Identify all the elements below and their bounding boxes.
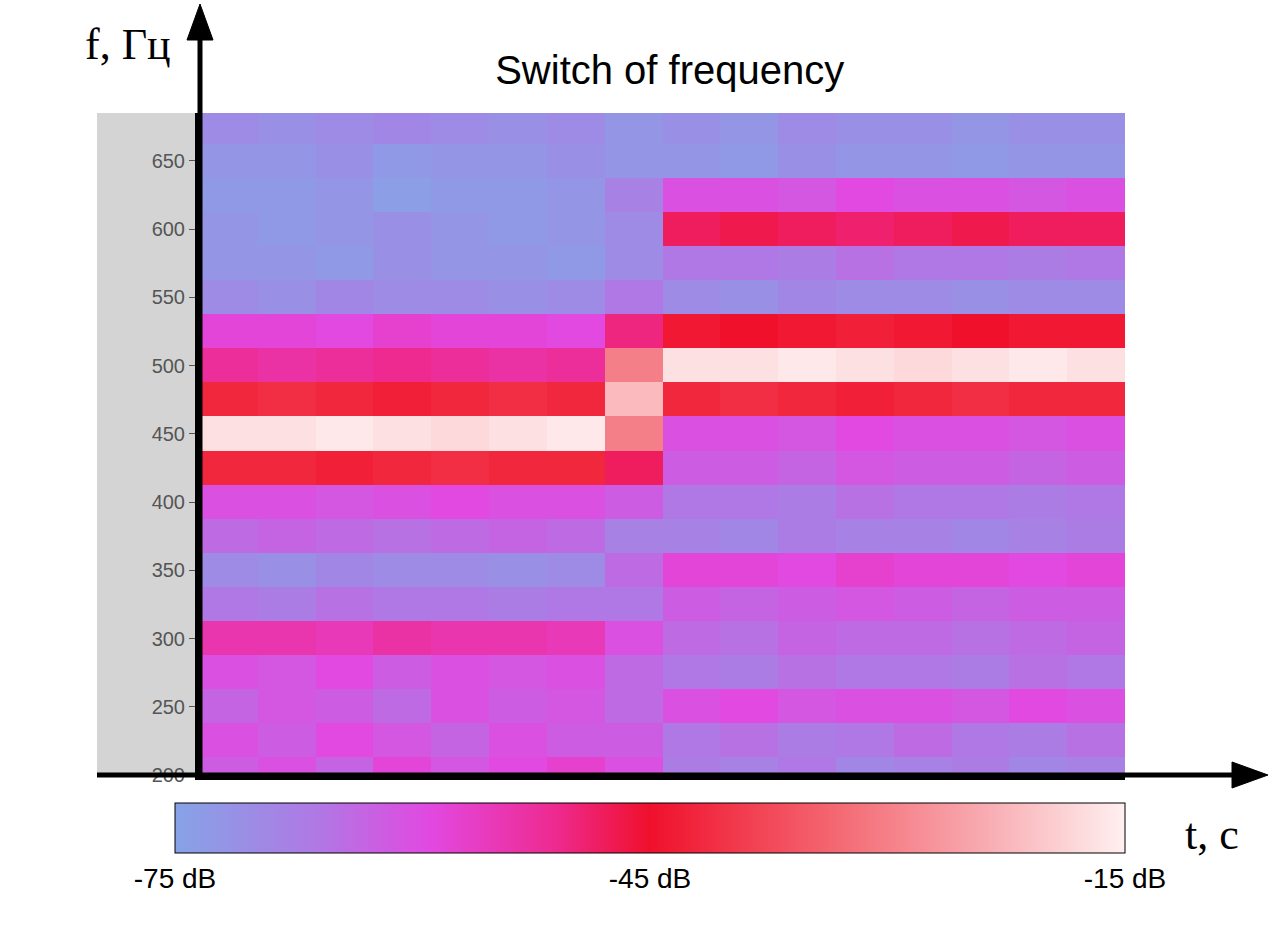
svg-text:-15 dB: -15 dB	[1084, 863, 1167, 894]
svg-text:350: 350	[152, 559, 185, 581]
svg-text:450: 450	[152, 423, 185, 445]
svg-text:t, с: t, с	[1185, 810, 1239, 859]
svg-text:400: 400	[152, 491, 185, 513]
svg-text:250: 250	[152, 696, 185, 718]
svg-text:500: 500	[152, 355, 185, 377]
svg-text:650: 650	[152, 150, 185, 172]
svg-text:550: 550	[152, 286, 185, 308]
svg-text:Switch of frequency: Switch of frequency	[495, 48, 844, 92]
svg-text:f, Гц: f, Гц	[85, 20, 171, 69]
svg-text:-45 dB: -45 dB	[609, 863, 692, 894]
svg-text:300: 300	[152, 628, 185, 650]
svg-text:-75 dB: -75 dB	[134, 863, 217, 894]
svg-text:200: 200	[152, 764, 185, 786]
svg-text:600: 600	[152, 218, 185, 240]
